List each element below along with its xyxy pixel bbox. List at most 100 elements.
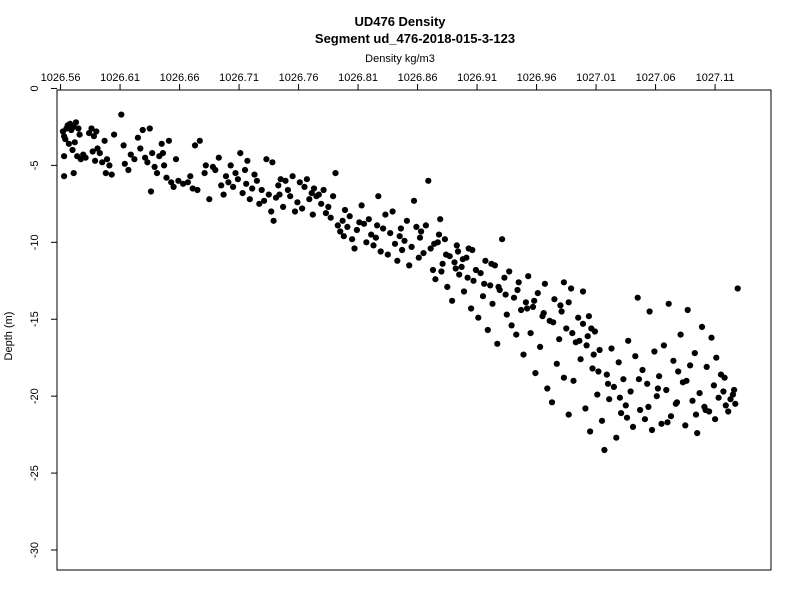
data-point [277, 176, 284, 183]
data-point [344, 223, 351, 230]
data-point [534, 290, 541, 297]
data-point [322, 210, 329, 217]
data-point [645, 403, 652, 410]
data-point [394, 257, 401, 264]
data-point [458, 263, 465, 270]
data-point [275, 182, 282, 189]
data-point [276, 191, 283, 198]
data-point [432, 276, 439, 283]
data-point [61, 153, 68, 160]
data-point [202, 162, 209, 169]
data-point [720, 388, 727, 395]
x-tick-label: 1027.06 [636, 72, 676, 84]
data-point [548, 399, 556, 406]
data-point [142, 154, 149, 161]
data-point [453, 242, 460, 249]
data-point [89, 148, 96, 155]
data-point [663, 386, 670, 394]
data-point [437, 216, 444, 223]
data-point [318, 200, 325, 207]
data-point [172, 156, 180, 163]
data-point [484, 326, 491, 334]
data-point [632, 353, 639, 360]
data-point [712, 416, 719, 423]
x-tick-label: 1026.61 [100, 72, 140, 84]
data-point [702, 406, 709, 414]
data-point [664, 419, 671, 426]
data-point [560, 279, 568, 286]
data-point [99, 159, 106, 166]
data-point [518, 306, 525, 314]
data-point [103, 156, 111, 163]
data-point [713, 354, 720, 361]
data-point [525, 273, 532, 280]
data-point [513, 331, 520, 338]
data-point [206, 196, 213, 203]
data-point [514, 286, 521, 294]
data-point [372, 234, 379, 241]
data-point [673, 399, 681, 406]
data-point [604, 380, 612, 387]
data-point [522, 299, 530, 306]
data-point [356, 219, 363, 226]
data-point [358, 202, 365, 209]
data-point [576, 337, 583, 344]
data-point [732, 400, 739, 407]
data-point [584, 333, 591, 340]
data-point [568, 285, 575, 292]
data-point [460, 288, 468, 295]
data-point [451, 259, 458, 266]
data-point [94, 145, 101, 152]
data-point [734, 285, 741, 292]
data-point [310, 185, 318, 192]
data-point [635, 376, 643, 383]
data-point [660, 342, 668, 349]
data-point [239, 190, 246, 197]
data-point [438, 268, 445, 275]
data-point [76, 131, 83, 138]
data-point [563, 325, 570, 332]
data-point [503, 311, 510, 318]
data-point [196, 137, 203, 144]
data-point [570, 377, 577, 384]
data-point [227, 162, 234, 169]
data-point [420, 250, 427, 257]
data-point [606, 396, 613, 403]
data-point [306, 196, 313, 203]
data-point [131, 156, 138, 163]
data-point [579, 320, 587, 327]
data-point [531, 297, 538, 304]
data-point [579, 288, 587, 295]
data-point [315, 191, 322, 198]
data-point [61, 173, 68, 180]
data-point [501, 274, 508, 281]
data-point [102, 170, 109, 177]
data-point [541, 280, 549, 287]
data-point [577, 356, 584, 363]
data-point [153, 170, 161, 177]
x-axis-label: Density kg/m3 [365, 53, 435, 65]
data-point [340, 233, 347, 240]
data-point [683, 377, 690, 384]
data-point [69, 146, 76, 154]
x-axis: 1026.56 1026.61 1026.66 1026.71 1026.76 1026.… [41, 72, 735, 90]
data-point [595, 368, 602, 375]
data-point [553, 360, 560, 367]
data-point [590, 351, 597, 358]
data-point [565, 299, 572, 306]
data-point [527, 330, 534, 337]
data-point [139, 126, 146, 134]
data-point [454, 248, 462, 255]
data-point [556, 336, 563, 343]
data-point [349, 236, 356, 243]
x-tick-label: 1026.71 [219, 72, 259, 84]
data-point [168, 179, 175, 186]
data-point [684, 306, 691, 314]
data-point [165, 137, 172, 144]
data-point [253, 177, 260, 184]
data-point [303, 176, 310, 183]
y-tick-label: -15 [29, 311, 41, 327]
data-point [725, 408, 732, 415]
data-point [365, 216, 372, 223]
data-point [187, 173, 194, 180]
